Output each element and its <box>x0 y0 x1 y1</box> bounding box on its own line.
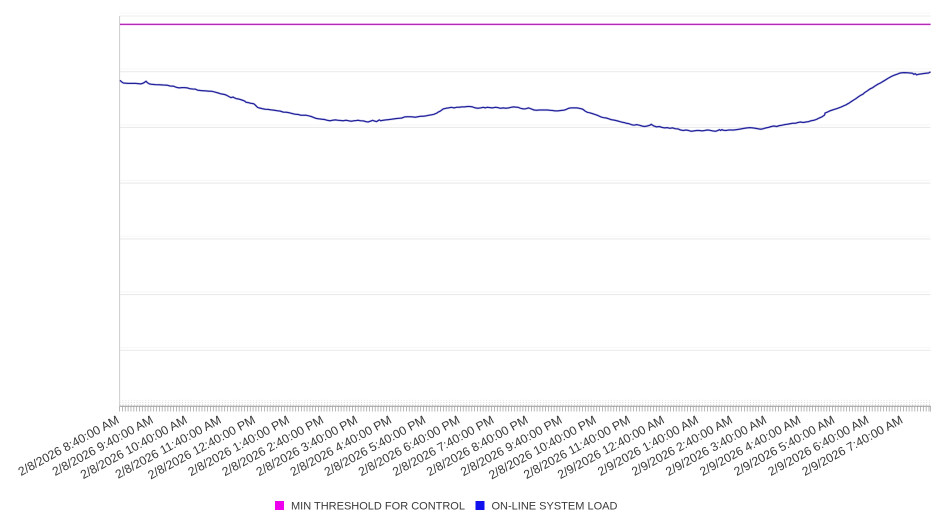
svg-text:ON-LINE SYSTEM LOAD: ON-LINE SYSTEM LOAD <box>492 501 618 513</box>
svg-text:MIN THRESHOLD FOR CONTROL: MIN THRESHOLD FOR CONTROL <box>291 501 465 513</box>
